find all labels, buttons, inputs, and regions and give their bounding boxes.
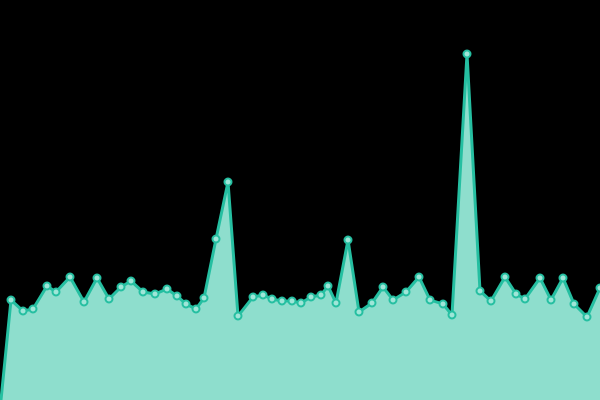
data-point — [475, 286, 485, 296]
data-point — [191, 304, 201, 314]
data-point — [6, 295, 16, 305]
data-point — [582, 312, 592, 322]
data-point — [296, 298, 306, 308]
data-point — [51, 287, 61, 297]
data-point — [65, 272, 75, 282]
data-point — [79, 297, 89, 307]
data-point — [378, 282, 388, 292]
data-point — [28, 304, 38, 314]
data-point — [595, 283, 600, 293]
data-point — [447, 310, 457, 320]
data-point — [535, 273, 545, 283]
data-point — [401, 287, 411, 297]
data-point — [126, 276, 136, 286]
data-point — [331, 298, 341, 308]
data-point — [287, 296, 297, 306]
data-point — [511, 289, 521, 299]
data-point — [172, 291, 182, 301]
data-point — [462, 49, 472, 59]
data-point — [199, 293, 209, 303]
data-point — [520, 294, 530, 304]
data-point — [343, 235, 353, 245]
data-point — [486, 296, 496, 306]
data-point — [18, 306, 28, 316]
data-point — [42, 281, 52, 291]
data-point — [546, 295, 556, 305]
area-fill — [1, 54, 600, 400]
data-point-markers — [6, 49, 600, 322]
data-point — [500, 272, 510, 282]
data-point — [388, 295, 398, 305]
data-point — [248, 292, 258, 302]
data-point — [223, 177, 233, 187]
data-point — [181, 299, 191, 309]
data-point — [569, 299, 579, 309]
data-point — [414, 272, 424, 282]
data-point — [438, 299, 448, 309]
data-point — [138, 287, 148, 297]
data-point — [211, 234, 221, 244]
data-point — [323, 281, 333, 291]
data-point — [306, 292, 316, 302]
data-point — [277, 296, 287, 306]
data-point — [162, 284, 172, 294]
data-point — [104, 294, 114, 304]
data-point — [425, 295, 435, 305]
data-point — [150, 289, 160, 299]
data-point — [92, 273, 102, 283]
data-point — [258, 290, 268, 300]
data-point — [233, 311, 243, 321]
data-point — [267, 294, 277, 304]
data-point — [116, 282, 126, 292]
data-point — [367, 298, 377, 308]
data-point — [558, 273, 568, 283]
data-point — [354, 307, 364, 317]
data-point — [316, 290, 326, 300]
